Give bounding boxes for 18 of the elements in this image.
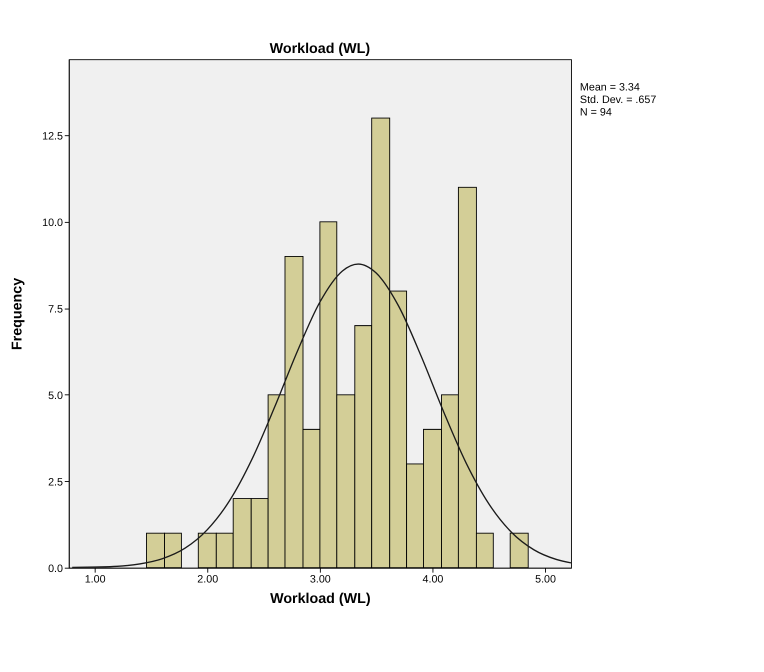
y-tick-label: 2.5 [48, 476, 64, 488]
x-tick-label: 2.00 [197, 573, 218, 586]
x-tick-label: 1.00 [84, 573, 106, 586]
y-axis-title: Frequency [10, 278, 26, 350]
x-axis-title: Workload (WL) [270, 591, 371, 608]
chart-title: Workload (WL) [270, 41, 370, 58]
text: Std. Dev. = .657 [580, 94, 656, 106]
y-tick-label: 7.5 [48, 303, 64, 316]
x-tick-label: 4.00 [422, 573, 444, 586]
y-tick-label: 10.0 [42, 216, 64, 229]
x-tick-label: 5.00 [535, 573, 556, 586]
text: N = 94 [580, 106, 612, 119]
y-tick-label: 12.5 [42, 130, 64, 142]
y-tick-label: 5.0 [48, 390, 64, 402]
text: Mean = 3.34 [580, 82, 640, 94]
line-series [72, 263, 572, 568]
x-tick-label: 3.00 [310, 573, 331, 586]
y-tick-label: 0.0 [48, 562, 64, 575]
